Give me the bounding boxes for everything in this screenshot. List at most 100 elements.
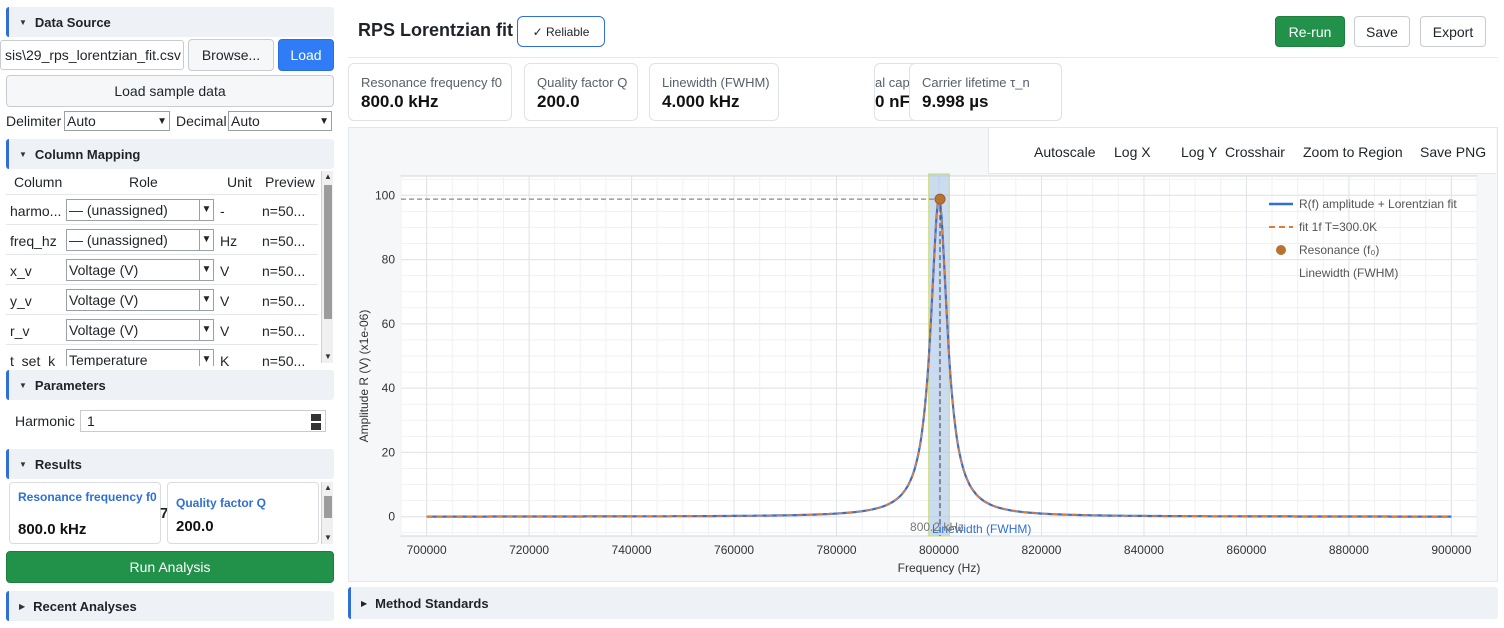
reliable-badge[interactable]: ✓ Reliable (517, 16, 605, 47)
delimiter-select[interactable]: Auto ▼ (64, 111, 170, 131)
x-tick-label: 700000 (407, 543, 447, 557)
unit-cell: V (220, 323, 230, 339)
harmonic-input[interactable]: 1 (80, 410, 326, 432)
legend-entry: Resonance (f₀) (1299, 243, 1379, 257)
metric-value: 9.998 µs (922, 92, 989, 111)
table-row: freq_hz — (unassigned) ▼ Hz n=50... (6, 224, 318, 254)
metric-title: Linewidth (FWHM) (662, 75, 770, 90)
metric-title: Resonance frequency f0 (361, 75, 502, 90)
metric-card-resonance: Resonance frequency f0 800.0 kHz (348, 63, 512, 121)
collapse-down-icon: ▼ (19, 149, 27, 159)
role-value: — (unassigned) (69, 202, 168, 218)
collapse-down-icon: ▼ (19, 380, 27, 390)
table-row: t_set_k Temperature ▼ K n=50... (6, 344, 318, 366)
log-y-button[interactable]: Log Y (1181, 144, 1218, 160)
metric-title: Carrier lifetime τ_n (922, 75, 1030, 90)
decrement-icon[interactable] (311, 423, 321, 430)
x-tick-label: 840000 (1124, 543, 1164, 557)
parameters-header[interactable]: ▼ Parameters (6, 370, 334, 400)
preview-cell: n=50... (262, 323, 306, 339)
result-partial-value: 7 (160, 505, 169, 522)
scroll-down-icon[interactable]: ▼ (324, 533, 332, 542)
chart-svg[interactable]: 700000 720000 740000 760000 780000 800000 8200… (349, 128, 1499, 583)
unit-cell: Hz (220, 233, 238, 249)
expand-right-icon: ▶ (361, 598, 368, 608)
x-tick-label: 720000 (509, 543, 549, 557)
column-cell: r_v (10, 323, 30, 339)
legend-swatch-resonance (1276, 245, 1286, 255)
rerun-button[interactable]: Re-run (1275, 16, 1345, 47)
legend-entry: Linewidth (FWHM) (1299, 266, 1398, 280)
results-header[interactable]: ▼ Results (6, 449, 334, 479)
preview-cell: n=50... (262, 353, 306, 366)
load-sample-button[interactable]: Load sample data (6, 75, 334, 107)
y-tick-label: 0 (388, 510, 395, 524)
chevron-down-icon: ▼ (319, 116, 329, 127)
zoom-region-button[interactable]: Zoom to Region (1303, 144, 1403, 160)
decimal-select[interactable]: Auto ▼ (228, 111, 332, 131)
result-card-quality: Quality factor Q 200.0 (167, 482, 319, 544)
left-panel: ▼ Data Source sis\29_rps_lorentzian_fit.… (0, 0, 342, 628)
recent-analyses-header[interactable]: ▶ Recent Analyses (6, 591, 334, 621)
data-source-title: Data Source (34, 14, 111, 30)
method-standards-title: Method Standards (375, 595, 489, 611)
page-scrollbar[interactable] (1498, 0, 1504, 628)
role-select[interactable]: Voltage (V) ▼ (66, 319, 214, 341)
chevron-down-icon: ▼ (199, 290, 213, 310)
table-row: r_v Voltage (V) ▼ V n=50... (6, 314, 318, 344)
metric-value: 800.0 kHz (361, 92, 439, 111)
autoscale-button[interactable]: Autoscale (1034, 144, 1096, 160)
harmonic-label: Harmonic (15, 413, 75, 429)
preview-cell: n=50... (262, 203, 306, 219)
scroll-up-icon[interactable]: ▲ (324, 172, 332, 181)
scroll-up-icon[interactable]: ▲ (324, 483, 332, 492)
collapse-down-icon: ▼ (19, 459, 27, 469)
role-select[interactable]: — (unassigned) ▼ (66, 199, 214, 221)
scroll-thumb[interactable] (324, 496, 332, 518)
results-title: Results (34, 456, 82, 472)
scroll-down-icon[interactable]: ▼ (324, 352, 332, 361)
export-button[interactable]: Export (1420, 16, 1486, 47)
y-tick-label: 80 (382, 253, 396, 267)
column-mapping-header[interactable]: ▼ Column Mapping (6, 139, 334, 169)
chevron-down-icon: ▼ (199, 260, 213, 280)
metric-title: Quality factor Q (537, 75, 628, 90)
y-axis-label: Amplitude R (V) (x1e-06) (357, 310, 371, 443)
role-value: — (unassigned) (69, 232, 168, 248)
role-select[interactable]: Temperature ▼ (66, 349, 214, 366)
save-button[interactable]: Save (1354, 16, 1410, 47)
result-card-title: Quality factor Q (176, 496, 267, 510)
crosshair-button[interactable]: Crosshair (1225, 144, 1285, 160)
results-scrollbar[interactable]: ▲ ▼ (321, 482, 333, 544)
table-row: x_v Voltage (V) ▼ V n=50... (6, 254, 318, 284)
role-select[interactable]: Voltage (V) ▼ (66, 259, 214, 281)
browse-button[interactable]: Browse... (188, 39, 274, 71)
load-button[interactable]: Load (278, 39, 334, 71)
series-line-fit (426, 195, 1452, 518)
file-path-input[interactable]: sis\29_rps_lorentzian_fit.csv (0, 40, 184, 70)
column-mapping-scrollbar[interactable]: ▲ ▼ (321, 171, 333, 363)
peak-annotation: 800.2 kHz (910, 520, 964, 534)
unit-cell: V (220, 293, 230, 309)
plot-container[interactable]: 700000 720000 740000 760000 780000 800000 8200… (348, 127, 1498, 582)
x-tick-label: 900000 (1431, 543, 1471, 557)
preview-header: Preview (265, 174, 315, 190)
data-source-header[interactable]: ▼ Data Source (6, 7, 334, 37)
method-standards-header[interactable]: ▶ Method Standards (348, 587, 1498, 619)
role-select[interactable]: — (unassigned) ▼ (66, 229, 214, 251)
unit-cell: V (220, 263, 230, 279)
run-analysis-button[interactable]: Run Analysis (6, 551, 334, 583)
save-png-button[interactable]: Save PNG (1420, 144, 1487, 160)
column-header: Column (14, 174, 63, 190)
role-value: Voltage (V) (69, 262, 139, 278)
column-mapping-table: Column Role Unit Preview harmo... — (una… (6, 170, 318, 366)
scroll-thumb[interactable] (324, 185, 332, 319)
unit-header: Unit (227, 174, 252, 190)
role-value: Temperature (69, 352, 148, 366)
role-select[interactable]: Voltage (V) ▼ (66, 289, 214, 311)
metric-value: 200.0 (537, 92, 580, 111)
unit-cell: K (220, 353, 230, 366)
column-cell: freq_hz (10, 233, 57, 249)
increment-icon[interactable] (311, 414, 321, 421)
log-x-button[interactable]: Log X (1114, 144, 1151, 160)
